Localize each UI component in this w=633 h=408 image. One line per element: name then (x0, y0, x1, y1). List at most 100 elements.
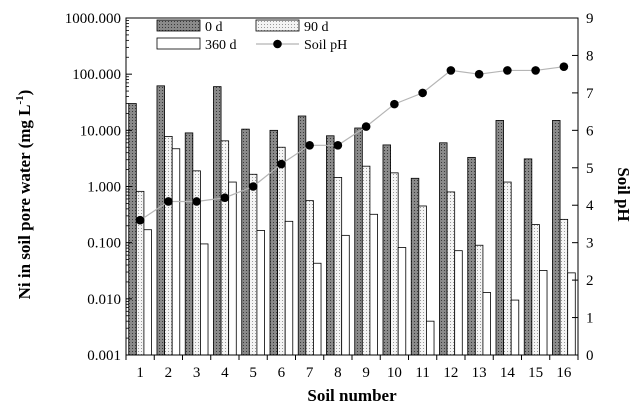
bar-90d-soil-11 (418, 205, 427, 356)
y-tick-label: 0.100 (87, 236, 121, 252)
ph-point-soil-1 (135, 215, 145, 225)
bar-90d-soil-6 (277, 146, 286, 356)
bar-90d-soil-13 (474, 244, 484, 356)
bar-90d-soil-1 (135, 190, 145, 356)
y2-tick-label: 5 (586, 161, 594, 177)
x-tick-label: 1 (136, 365, 144, 381)
x-tick-label: 8 (334, 365, 342, 381)
axis-titles: Soil number Ni in soil pore water (mg L-1… (14, 90, 633, 405)
y-tick-label: 10.000 (80, 123, 121, 139)
bar-90d-soil-16 (559, 218, 569, 356)
legend: 0 d 90 d 360 d Soil pH (156, 19, 347, 53)
bar-0d-soil-16 (552, 120, 561, 356)
bar-360d-soil-1 (143, 229, 152, 356)
bar-360d-soil-15 (539, 270, 548, 356)
bar-360d-soil-2 (171, 148, 181, 356)
x-tick-label: 16 (556, 365, 572, 381)
bar-0d-soil-3 (184, 132, 194, 356)
bar-360d-soil-5 (256, 230, 265, 356)
x-tick-label: 14 (500, 365, 516, 381)
y2-tick-label: 8 (586, 48, 594, 64)
bar-90d-soil-12 (446, 191, 456, 356)
bar-360d-soil-13 (482, 292, 491, 356)
bar-0d-soil-14 (495, 120, 504, 356)
y-tick-label: 1.000 (87, 180, 121, 196)
x-tick-label: 15 (528, 365, 543, 381)
bar-360d-soil-7 (313, 262, 322, 356)
ph-point-soil-10 (390, 99, 399, 109)
x-tick-label: 3 (193, 365, 201, 381)
ph-point-soil-3 (192, 197, 201, 206)
ph-point-soil-13 (474, 69, 484, 79)
bar-0d-soil-4 (213, 86, 222, 356)
y-axis-title-main: Ni in soil pore water (mg L (15, 104, 34, 299)
bar-90d-soil-7 (305, 200, 314, 356)
x-tick-label: 11 (415, 365, 429, 381)
ph-line (139, 66, 564, 221)
y2-axis-title: Soil pH (614, 167, 633, 221)
bar-90d-soil-15 (531, 224, 540, 356)
bar-90d-soil-8 (333, 177, 343, 356)
bar-360d-soil-6 (284, 220, 294, 356)
legend-label-0d: 0 d (205, 20, 223, 35)
x-axis-title: Soil number (307, 386, 397, 405)
ph-point-soil-14 (503, 66, 512, 75)
legend-label-90d: 90 d (304, 20, 329, 35)
ph-point-soil-15 (531, 66, 540, 75)
legend-marker-SoilpH (273, 39, 282, 49)
bar-360d-soil-14 (510, 299, 520, 356)
ph-point-soil-12 (446, 66, 456, 75)
ph-point-soil-4 (220, 193, 230, 203)
x-tick-label: 9 (362, 365, 370, 381)
legend-label-360d: 360 d (205, 38, 237, 53)
bar-90d-soil-9 (361, 165, 371, 356)
legend-swatch-90d (255, 19, 300, 32)
bar-90d-soil-10 (390, 172, 399, 356)
x-tick-label: 12 (443, 365, 458, 381)
bar-90d-soil-5 (248, 173, 258, 356)
x-tick-label: 10 (387, 365, 402, 381)
ph-point-soil-6 (277, 159, 286, 169)
bar-0d-soil-1 (128, 103, 137, 356)
bar-360d-soil-4 (228, 181, 237, 356)
y2-tick-label: 2 (586, 273, 594, 289)
y2-tick-label: 1 (586, 311, 594, 327)
bar-0d-soil-10 (382, 144, 391, 356)
bar-360d-soil-12 (454, 250, 463, 356)
bar-0d-soil-5 (241, 128, 250, 356)
bar-0d-soil-2 (156, 85, 165, 356)
bar-360d-soil-8 (341, 234, 350, 356)
ph-point-soil-11 (418, 88, 427, 98)
bar-0d-soil-8 (326, 135, 335, 356)
y-tick-label: 0.010 (87, 292, 121, 308)
bar-layer (128, 85, 576, 356)
bar-0d-soil-6 (269, 129, 278, 356)
y2-tick-label: 7 (586, 86, 594, 102)
bar-90d-soil-4 (220, 140, 230, 356)
bar-360d-soil-9 (369, 213, 378, 356)
bar-360d-soil-11 (426, 320, 435, 356)
bar-0d-soil-13 (467, 156, 476, 356)
x-tick-label: 4 (221, 365, 229, 381)
y2-tick-label: 6 (586, 123, 594, 139)
y2-tick-label: 9 (586, 11, 594, 27)
y-axis-title-superscript: -1 (14, 95, 26, 104)
ph-point-soil-9 (361, 122, 371, 131)
legend-swatch-0d (156, 19, 201, 32)
bar-0d-soil-9 (354, 127, 363, 356)
bar-90d-soil-14 (503, 181, 512, 356)
y-tick-label: 100.000 (72, 67, 121, 83)
ph-point-soil-7 (305, 141, 314, 150)
y-axis-title: Ni in soil pore water (mg L-1) (14, 90, 34, 300)
ph-point-soil-16 (559, 62, 569, 71)
x-tick-label: 13 (472, 365, 487, 381)
y2-tick-label: 0 (586, 348, 594, 364)
y-axis-title-suffix: ) (15, 90, 34, 96)
x-tick-label: 5 (249, 365, 257, 381)
axes-layer: 0.001 0.010 0.100 1.000 10.000 100.000 1000.00… (65, 11, 594, 381)
bar-0d-soil-15 (523, 158, 533, 356)
x-tick-label: 7 (306, 365, 314, 381)
bar-0d-soil-12 (439, 142, 448, 356)
ph-line-layer (135, 62, 569, 225)
